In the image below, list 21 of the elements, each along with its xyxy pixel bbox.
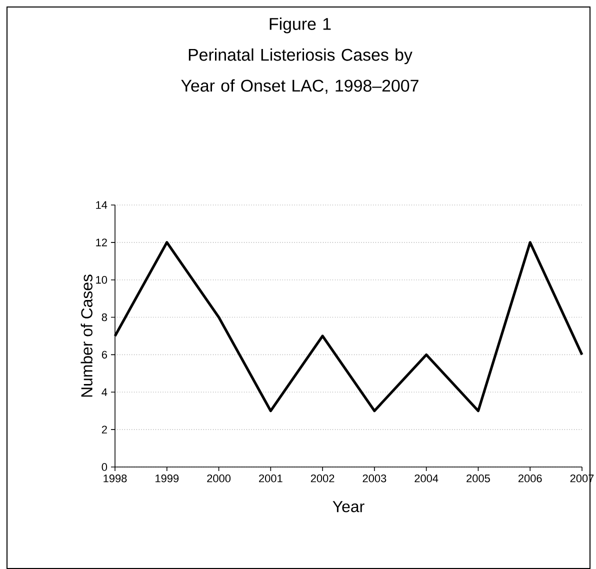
x-tick-label: 2003 (362, 474, 386, 482)
y-tick-label: 0 (102, 463, 108, 471)
chart-title: Figure 1 (270, 18, 331, 34)
y-tick-label: 8 (102, 313, 107, 322)
y-tick-label: 14 (96, 201, 108, 209)
x-tick-label: 1999 (156, 474, 179, 482)
chart-subtitle: Perinatal Listeriosis Cases by Year of Onset LAC, 1998–2007 (181, 48, 418, 94)
y-tick-label: 6 (102, 350, 107, 359)
y-tick-label: 4 (102, 388, 108, 396)
x-tick-label: 2000 (207, 474, 231, 482)
y-axis-title: Number of Cases (80, 274, 92, 397)
x-tick-label: 2005 (466, 474, 490, 482)
x-tick-label: 1998 (104, 474, 127, 482)
x-axis-title: Year (332, 501, 364, 512)
x-tick-label: 2004 (414, 474, 438, 482)
y-tick-label: 12 (96, 238, 107, 246)
y-tick-label: 2 (102, 426, 107, 434)
y-tick-label: 10 (96, 276, 108, 284)
x-tick-label: 2006 (518, 474, 542, 482)
x-tick-label: 2002 (310, 474, 334, 482)
x-tick-label: 2001 (259, 474, 282, 482)
